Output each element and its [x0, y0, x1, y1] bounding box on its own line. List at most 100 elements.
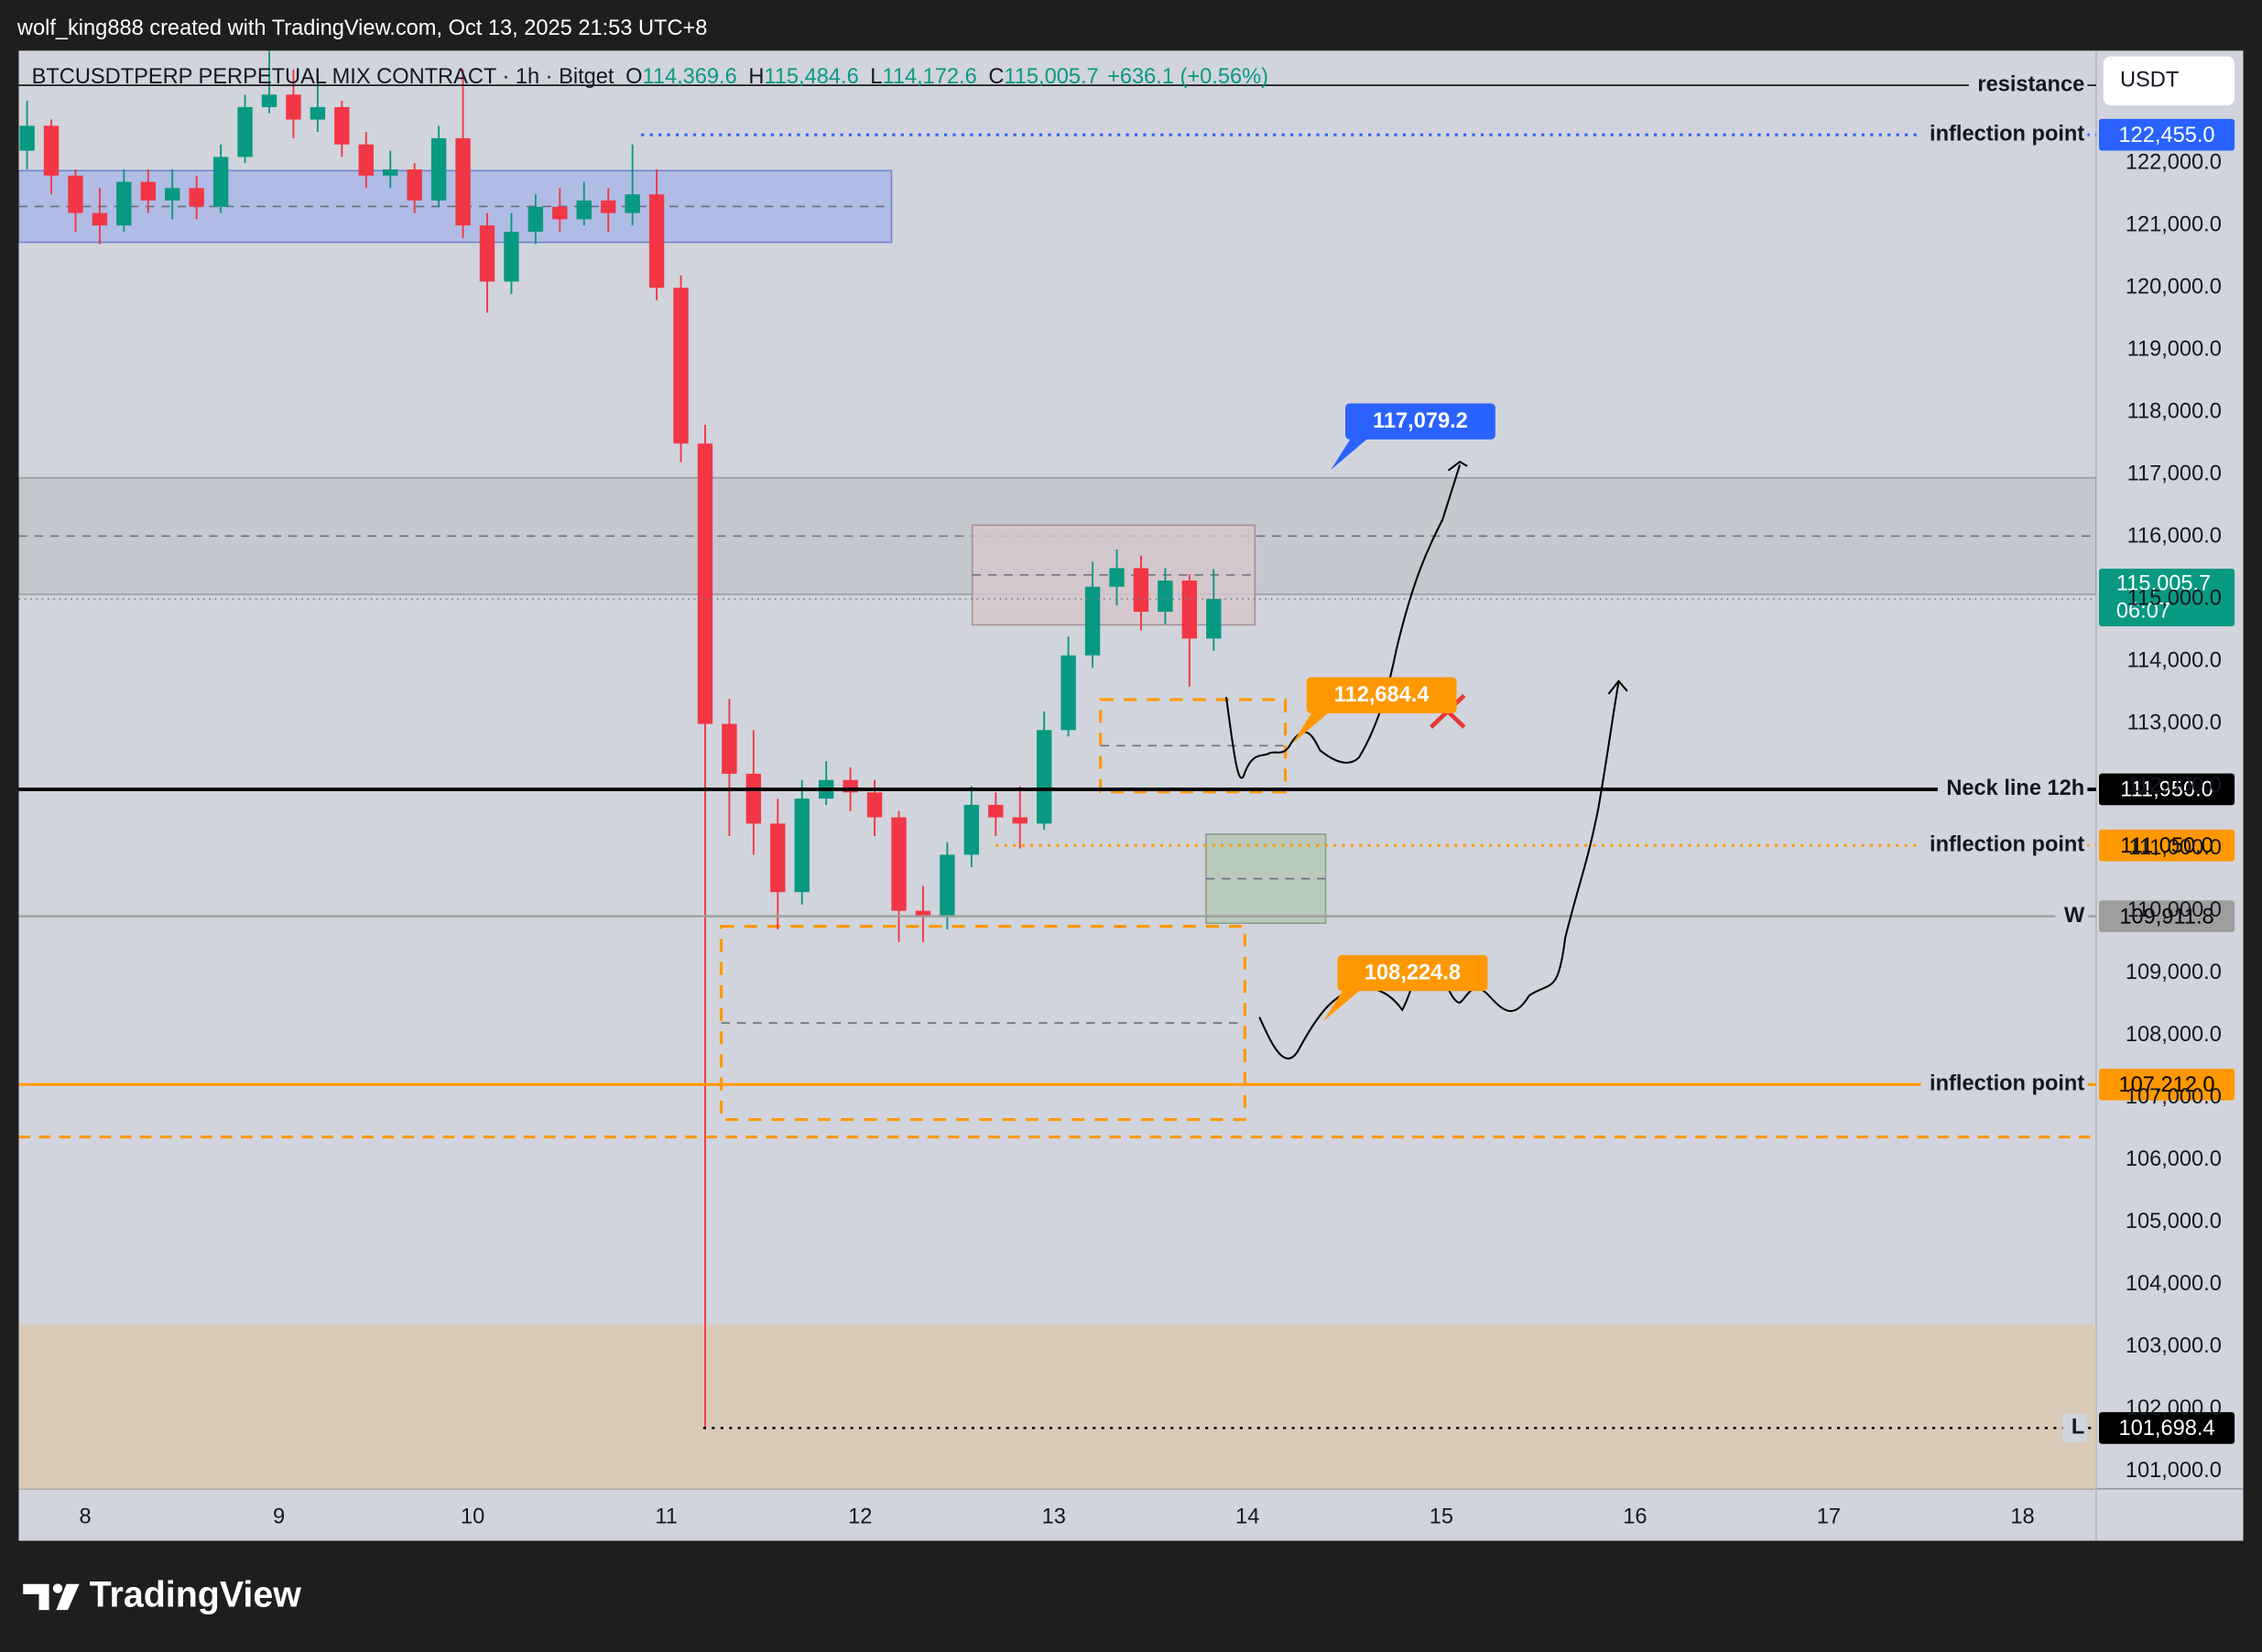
level-label-bg: [1920, 1070, 2088, 1100]
level-name: inflection point: [1930, 122, 2084, 146]
level-badge: [2098, 1068, 2235, 1101]
legend-header: BTCUSDTPERP PERPETUAL MIX CONTRACT · 1h …: [32, 65, 1268, 89]
ohlc-key: H: [748, 65, 764, 89]
logo-icon: [23, 1583, 80, 1611]
x-tick-label: 12: [848, 1505, 872, 1529]
ohlc-value: 115,484.6: [764, 65, 858, 89]
x-tick-label: 16: [1623, 1505, 1647, 1529]
x-tick-label: 15: [1430, 1505, 1453, 1529]
zone: [719, 925, 1246, 1122]
y-tick-label: 104,000.0: [2126, 1272, 2222, 1296]
candle-body: [383, 168, 398, 176]
y-tick-label: 114,000.0: [2127, 649, 2222, 673]
candle-body: [963, 804, 980, 855]
x-tick-label: 13: [1042, 1505, 1066, 1529]
y-tick-label: 110,000.0: [2127, 898, 2222, 922]
candle-body: [722, 723, 737, 774]
y-tick-label: 109,000.0: [2126, 961, 2222, 984]
level-name: L: [2072, 1416, 2084, 1440]
level-label-bg: [1937, 775, 2088, 804]
candle-body: [866, 792, 883, 818]
candle-body: [430, 137, 447, 201]
x-tick-label: 14: [1235, 1505, 1259, 1529]
candle-body: [1060, 655, 1076, 731]
candle-body: [286, 94, 301, 120]
level-label-bg: [2062, 1413, 2088, 1443]
candle-body: [673, 288, 689, 444]
callout-box: [1345, 403, 1495, 440]
y-tick-label: 115,000.0: [2127, 587, 2222, 611]
level-badge-label: 109,911.8: [2119, 905, 2213, 929]
candle-body: [625, 194, 640, 213]
candle-body: [189, 188, 204, 207]
candle-body: [601, 200, 616, 213]
level-badge: [2098, 829, 2235, 862]
candle-body: [988, 804, 1004, 818]
y-tick-label: 106,000.0: [2126, 1147, 2222, 1171]
x-tick-label: 9: [273, 1505, 285, 1529]
arrow-head: [1607, 679, 1628, 695]
candle-body: [1012, 817, 1028, 824]
ohlc-key: O: [625, 65, 642, 89]
y-tick-label: 111,000.0: [2128, 836, 2222, 860]
callout-box: [1306, 677, 1457, 713]
countdown: 06:07: [2116, 599, 2170, 623]
currency-box[interactable]: [2103, 56, 2235, 106]
x-tick-label: 18: [2010, 1505, 2034, 1529]
drawn-path: [1224, 464, 1462, 779]
ohlc-value: 115,005.7: [1004, 65, 1098, 89]
level-badge-label: 111,050.0: [2120, 834, 2213, 858]
candle-body: [92, 212, 108, 226]
level-name: resistance: [1977, 72, 2084, 96]
candle-body: [1206, 599, 1222, 639]
chart-background: [18, 50, 2244, 1541]
candle-body: [407, 168, 422, 201]
level-label-bg: [1920, 120, 2088, 149]
candle-body: [212, 157, 229, 207]
y-tick-label: 102,000.0: [2126, 1397, 2222, 1420]
logo-dot: [52, 1583, 63, 1593]
candle-body: [334, 106, 350, 145]
level-badge: [2098, 1412, 2235, 1444]
candle-body: [504, 232, 519, 282]
y-tick-label: 113,000.0: [2127, 712, 2222, 735]
callout-label: 117,079.2: [1373, 409, 1468, 433]
level-badge-label: 107,212.0: [2119, 1073, 2215, 1097]
callout-label: 112,684.4: [1334, 683, 1430, 707]
candle-body: [745, 773, 762, 824]
y-tick-label: 116,000.0: [2127, 525, 2222, 549]
candle-body: [891, 817, 907, 911]
y-tick-label: 103,000.0: [2126, 1334, 2222, 1358]
currency[interactable]: USDT: [2120, 69, 2179, 92]
candle-body: [358, 144, 374, 176]
candle-body: [915, 910, 931, 918]
candle-body: [576, 200, 592, 220]
ohlc-value: 114,369.6: [642, 65, 736, 89]
level-badge: [2098, 900, 2235, 932]
x-tick-label: 10: [461, 1505, 484, 1529]
level-badge: [2098, 773, 2235, 806]
level-badge-label: 111,950.0: [2120, 778, 2213, 802]
attribution: wolf_king888 created with TradingView.co…: [16, 16, 708, 40]
candle-body: [1181, 581, 1198, 639]
y-tick-label: 101,000.0: [2126, 1459, 2222, 1483]
y-tick-label: 117,000.0: [2127, 462, 2222, 486]
y-tick-label: 112,000.0: [2127, 774, 2222, 798]
level-label-bg: [1920, 831, 2088, 860]
candle-body: [116, 181, 132, 226]
logo: [23, 1583, 80, 1611]
x-tick-label: 11: [655, 1505, 678, 1529]
ohlc-key: C: [988, 65, 1004, 89]
logo-text: TradingView: [90, 1574, 302, 1614]
last-price-label: 115,005.7: [2116, 572, 2211, 596]
level-badge: [2098, 118, 2235, 151]
candle-body: [1084, 586, 1101, 656]
y-tick-label: 118,000.0: [2127, 400, 2222, 424]
level-badge-label: 122,455.0: [2119, 124, 2215, 147]
candle-body: [527, 206, 544, 233]
drawn-path: [1258, 682, 1620, 1060]
candle-body: [455, 137, 471, 226]
callout-box: [1337, 954, 1488, 992]
